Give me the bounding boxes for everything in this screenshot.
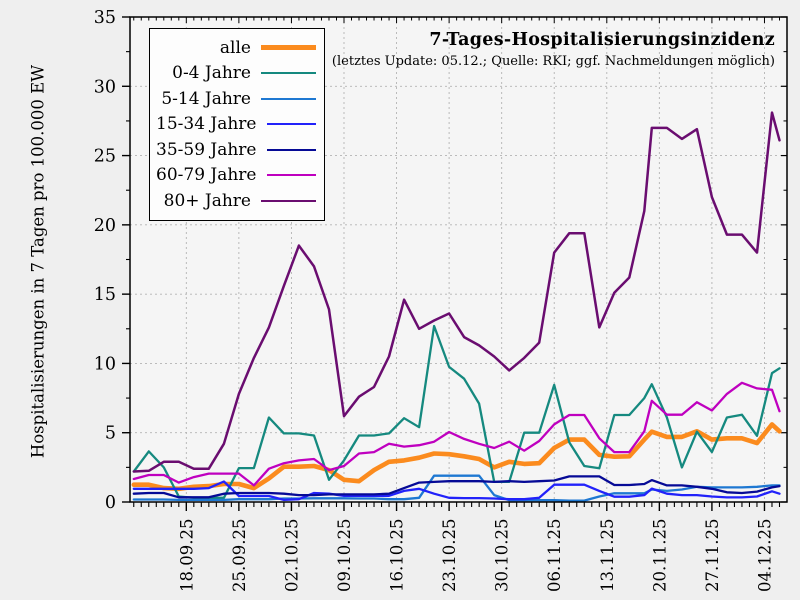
x-tick-label: 27.11.25 — [703, 519, 722, 592]
series-line-5-14-jahre — [132, 474, 781, 502]
x-tick-label: 04.12.25 — [755, 519, 774, 592]
series-line-60-79-jahre — [132, 381, 781, 487]
x-tick-label: 02.10.25 — [282, 519, 301, 592]
y-tick-label: 35 — [94, 8, 116, 28]
x-tick-label: 16.10.25 — [388, 519, 407, 592]
plot-frame — [129, 16, 788, 503]
x-tick-label: 25.09.25 — [230, 519, 249, 592]
x-tick-label: 20.11.25 — [650, 519, 669, 592]
x-tick-label: 06.11.25 — [545, 519, 564, 592]
x-tick-label: 23.10.25 — [440, 519, 459, 592]
y-tick-label: 0 — [105, 493, 116, 513]
y-tick-label: 5 — [105, 424, 116, 444]
series-line-80+-jahre — [132, 111, 781, 473]
x-tick-label: 13.11.25 — [598, 519, 617, 592]
x-tick-label: 30.10.25 — [493, 519, 512, 592]
y-tick-label: 15 — [94, 285, 116, 305]
series-line-15-34-jahre — [132, 480, 781, 502]
y-tick-label: 20 — [94, 216, 116, 236]
y-tick-label: 30 — [94, 77, 116, 97]
series-line-alle — [131, 422, 782, 492]
y-tick-label: 25 — [94, 147, 116, 167]
series-line-0-4-jahre — [132, 324, 781, 499]
x-tick-label: 09.10.25 — [335, 519, 354, 592]
x-tick-label: 18.09.25 — [177, 519, 196, 592]
y-tick-label: 10 — [94, 354, 116, 374]
series-line-35-59-jahre — [132, 475, 781, 499]
